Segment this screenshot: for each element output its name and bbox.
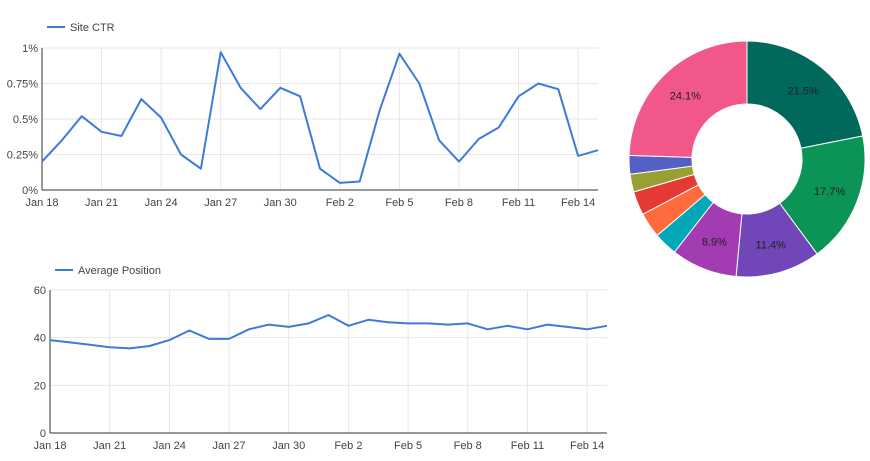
share-donut-chart: 21.5% 17.7% 11.4% 8.9% 24.1% [628,40,866,278]
ctr-x-tick-label: Feb 5 [385,197,413,209]
position-legend: Average Position [55,265,161,277]
position-y-tick-label: 40 [34,333,46,345]
position-series-line [49,314,608,350]
donut-slice-label: 17.7% [814,186,845,198]
ctr-y-tick-label: 0.5% [13,114,38,126]
position-x-tick-label: Feb 5 [394,440,422,452]
average-position-chart: Average Position 0 20 40 60 Jan 18 Jan 21 Jan 2… [33,265,608,452]
position-x-tick-label: Jan 27 [213,440,246,452]
ctr-x-tick-label: Feb 11 [502,197,535,209]
position-x-tick-label: Jan 24 [153,440,186,452]
ctr-x-tick-label: Feb 2 [326,197,354,209]
ctr-y-tick-label: 0.25% [7,150,38,162]
ctr-series-line [41,51,599,184]
ctr-x-tick-label: Jan 30 [264,197,297,209]
ctr-y-tick-label: 0% [22,185,38,197]
ctr-legend-label: Site CTR [70,22,115,34]
ctr-x-tick-label: Feb 8 [445,197,473,209]
donut-slice-label: 21.5% [788,86,819,98]
donut-slice-1 [746,40,864,149]
donut-slice-label: 11.4% [756,239,787,251]
position-y-tick-label: 60 [34,285,46,297]
position-x-tick-label: Jan 18 [33,440,66,452]
ctr-x-tick-label: Jan 27 [204,197,237,209]
position-legend-label: Average Position [78,265,161,277]
position-x-tick-label: Jan 30 [272,440,305,452]
ctr-legend: Site CTR [47,22,115,34]
ctr-y-tick-label: 1% [22,43,38,55]
position-y-tick-label: 20 [34,380,46,392]
donut-slice-label: 8.9% [702,236,727,248]
position-x-tick-label: Jan 21 [93,440,126,452]
ctr-x-tick-label: Jan 18 [25,197,58,209]
donut-slice-10 [628,40,748,158]
position-x-tick-label: Feb 2 [334,440,362,452]
ctr-x-tick-label: Jan 24 [145,197,178,209]
position-x-tick-label: Feb 8 [454,440,482,452]
position-x-tick-label: Feb 14 [570,440,604,452]
ctr-x-tick-label: Jan 21 [85,197,118,209]
position-x-tick-label: Feb 11 [511,440,544,452]
site-ctr-chart: Site CTR 0% 0.25% 0.5% 0.75% 1% Jan 18 Jan 21 Ja… [7,22,599,209]
donut-slice-label: 24.1% [670,90,701,102]
ctr-y-tick-label: 0.75% [7,79,38,91]
ctr-x-tick-label: Feb 14 [561,197,595,209]
position-y-tick-label: 0 [40,428,46,440]
